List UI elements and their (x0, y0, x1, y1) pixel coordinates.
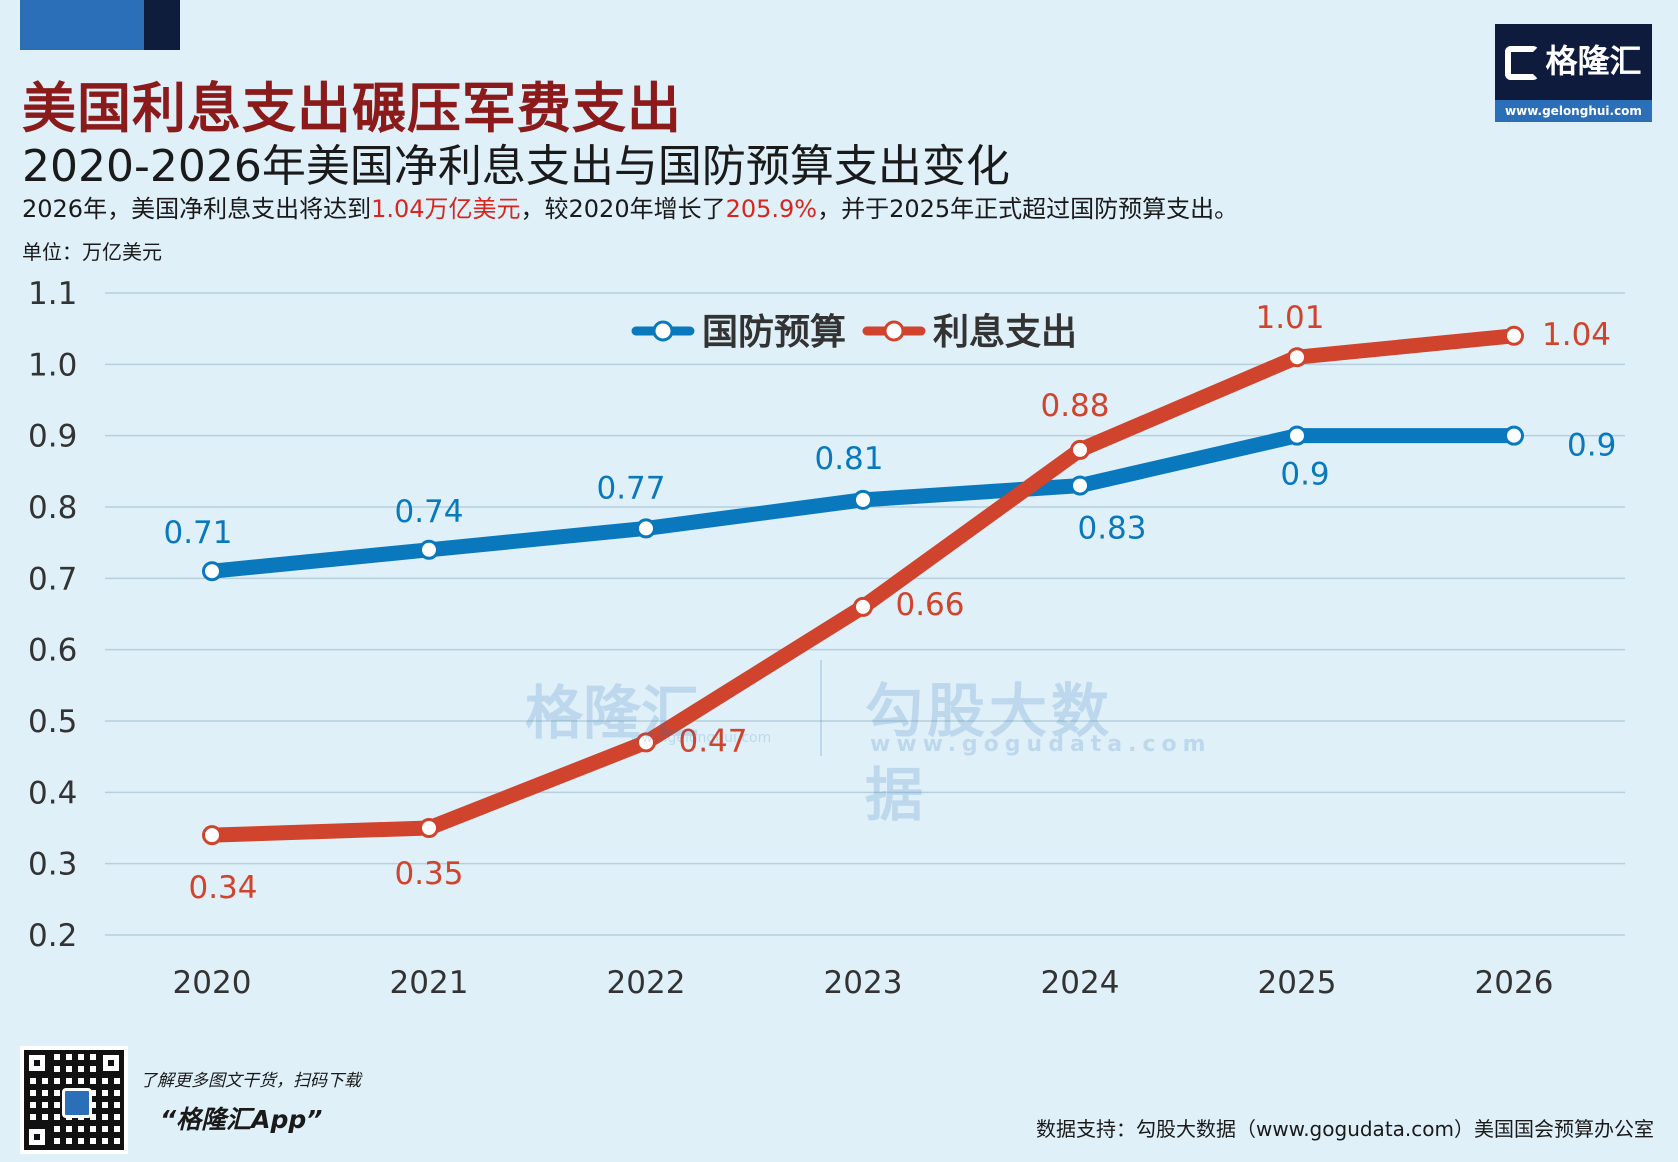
logo-url: www.gelonghui.com (1495, 100, 1652, 122)
data-label: 0.35 (394, 856, 463, 892)
y-tick-label: 1.1 (28, 276, 77, 312)
qr-finder-top-left (24, 1050, 50, 1076)
y-tick-label: 0.6 (28, 633, 77, 669)
data-point (1287, 347, 1307, 368)
x-tick-label: 2026 (1475, 965, 1554, 1001)
qr-code[interactable] (20, 1046, 128, 1154)
data-label: 0.9 (1567, 428, 1616, 464)
y-tick-label: 0.4 (28, 775, 77, 811)
data-point (419, 539, 439, 560)
data-point (853, 489, 873, 510)
logo-brand-text: 格隆汇 (1545, 42, 1642, 80)
data-point (1070, 475, 1090, 496)
y-tick-label: 0.5 (28, 704, 77, 740)
decoration-navy-block (144, 0, 180, 50)
data-label: 0.47 (678, 723, 747, 759)
description-part-2: ，较2020年增长了 (520, 195, 726, 223)
data-point (1287, 425, 1307, 446)
data-point (853, 596, 873, 617)
x-tick-label: 2024 (1041, 965, 1120, 1001)
header-decoration (20, 0, 180, 50)
data-point (636, 518, 656, 539)
description-highlight-1: 1.04万亿美元 (371, 195, 521, 223)
data-label: 1.01 (1255, 300, 1324, 336)
data-point (202, 561, 222, 582)
y-tick-label: 0.3 (28, 847, 77, 883)
legend-label: 国防预算 (702, 312, 846, 353)
y-tick-label: 0.8 (28, 490, 77, 526)
qr-finder-top-right (98, 1050, 124, 1076)
decoration-blue-block (20, 0, 144, 50)
logo-brand: 格隆汇 (1495, 36, 1652, 82)
data-source: 数据支持：勾股大数据（www.gogudata.com）美国国会预算办公室 (1035, 1117, 1654, 1141)
y-tick-label: 0.2 (28, 918, 77, 954)
data-point (1504, 325, 1524, 346)
data-label: 0.88 (1040, 388, 1109, 424)
footer-promo: 了解更多图文干货，扫码下载 (140, 1071, 361, 1091)
description-highlight-2: 205.9% (725, 195, 818, 223)
description-part-1: 2026年，美国净利息支出将达到 (22, 195, 372, 223)
data-label: 1.04 (1542, 317, 1611, 353)
qr-finder-bottom-left (24, 1124, 50, 1150)
x-tick-label: 2021 (390, 965, 469, 1001)
logo-g-icon (1505, 46, 1540, 80)
page-title: 美国利息支出碾压军费支出 (22, 77, 682, 140)
unit-label: 单位：万亿美元 (22, 240, 162, 264)
data-label: 0.77 (596, 470, 665, 506)
page-subtitle: 2020-2026年美国净利息支出与国防预算支出变化 (22, 141, 1010, 192)
legend-marker (883, 320, 905, 342)
data-point (202, 825, 222, 846)
description: 2026年，美国净利息支出将达到1.04万亿美元，较2020年增长了205.9%… (22, 189, 1238, 224)
data-label: 0.66 (895, 587, 964, 623)
description-part-3: ，并于2025年正式超过国防预算支出。 (817, 195, 1239, 223)
series-line-interest-expense (204, 328, 1522, 843)
brand-logo[interactable]: 格隆汇 www.gelonghui.com (1495, 24, 1652, 122)
y-tick-label: 1.0 (28, 347, 77, 383)
data-label: 0.34 (188, 870, 257, 906)
data-point (1504, 425, 1524, 446)
data-label: 0.74 (394, 494, 463, 530)
y-tick-label: 0.9 (28, 419, 77, 455)
footer-app-name: “格隆汇App” (160, 1105, 323, 1134)
data-point (1070, 439, 1090, 460)
x-tick-label: 2023 (824, 965, 903, 1001)
data-label: 0.71 (163, 515, 232, 551)
data-label: 0.83 (1077, 511, 1146, 547)
data-point (636, 732, 656, 753)
y-tick-label: 0.7 (28, 561, 77, 597)
x-tick-label: 2022 (607, 965, 686, 1001)
legend-label: 利息支出 (933, 312, 1077, 353)
x-tick-label: 2025 (1258, 965, 1337, 1001)
data-point (419, 818, 439, 838)
x-tick-label: 2020 (173, 965, 252, 1001)
data-label: 0.81 (814, 441, 883, 477)
legend-marker (652, 320, 674, 342)
qr-logo-icon (62, 1088, 92, 1118)
data-label: 0.9 (1280, 457, 1329, 493)
